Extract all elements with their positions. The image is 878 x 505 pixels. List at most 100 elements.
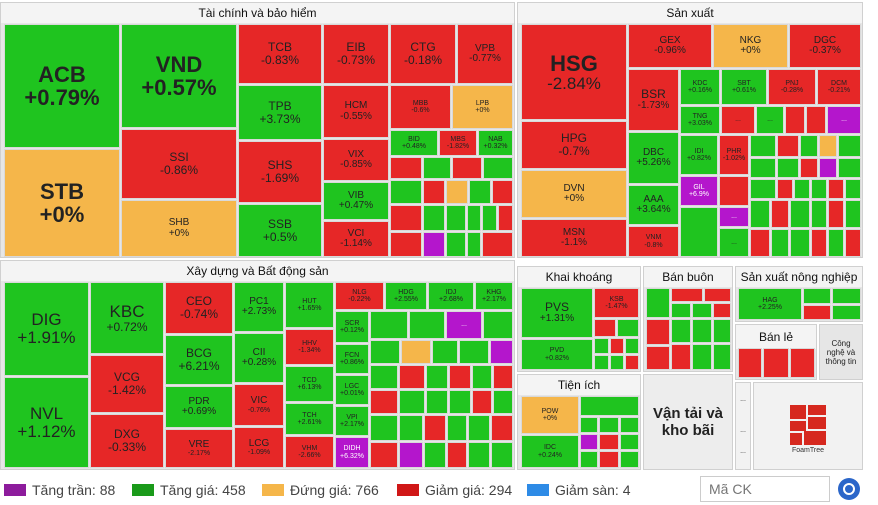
stock-tile[interactable] (468, 442, 490, 468)
stock-tile[interactable] (610, 338, 624, 354)
stock-tile[interactable] (646, 288, 670, 318)
stock-tile[interactable] (490, 340, 513, 364)
stock-tile-hcm[interactable]: HCM -0.55% (323, 85, 389, 138)
stock-tile[interactable] (819, 158, 837, 178)
stock-tile-tng[interactable]: TNG +3.03% (680, 106, 720, 134)
stock-tile[interactable] (580, 434, 598, 450)
stock-tile-lpb[interactable]: LPB +0% (452, 85, 513, 129)
stock-tile[interactable] (399, 365, 425, 389)
stock-tile-pc1[interactable]: PC1 +2.73% (234, 282, 284, 332)
stock-tile-nvl[interactable]: NVL +1.12% (4, 377, 89, 468)
stock-tile-kbc[interactable]: KBC +0.72% (90, 282, 164, 354)
stock-tile-sbt[interactable]: SBT +0.61% (721, 69, 767, 105)
stock-tile[interactable] (423, 157, 451, 179)
stock-tile-hhv[interactable]: HHV -1.34% (285, 329, 334, 365)
stock-tile[interactable] (671, 319, 691, 343)
stock-tile-kdc[interactable]: KDC +0.16% (680, 69, 720, 105)
stock-tile[interactable] (620, 434, 639, 450)
overflow-indicator[interactable]: ... (740, 396, 746, 404)
stock-tile[interactable] (491, 442, 513, 468)
stock-tile[interactable] (794, 179, 810, 199)
stock-tile-idj[interactable]: IDJ +2.68% (428, 282, 474, 310)
stock-tile-vic[interactable]: VIC -0.76% (234, 384, 284, 426)
stock-tile-vib[interactable]: VIB +0.47% (323, 182, 389, 220)
stock-tile[interactable] (790, 348, 815, 378)
stock-tile-overflow[interactable]: ... (721, 106, 755, 134)
stock-tile[interactable] (811, 179, 827, 199)
stock-tile[interactable] (599, 434, 619, 450)
stock-tile[interactable] (828, 200, 844, 228)
stock-tile[interactable] (845, 200, 861, 228)
stock-tile[interactable] (646, 319, 670, 345)
stock-tile-mbb[interactable]: MBB -0.6% (390, 85, 451, 129)
stock-tile-overflow[interactable]: ... (719, 207, 749, 227)
stock-tile-ctg[interactable]: CTG -0.18% (390, 24, 456, 84)
stock-tile[interactable] (390, 157, 422, 179)
stock-tile[interactable] (472, 365, 492, 389)
stock-tile-ssi[interactable]: SSI -0.86% (121, 129, 237, 199)
stock-tile-didh[interactable]: DIDH +6.32% (335, 437, 369, 468)
stock-tile[interactable] (426, 390, 448, 414)
stock-tile[interactable] (370, 390, 398, 414)
stock-tile[interactable] (370, 340, 400, 364)
stock-tile[interactable] (800, 135, 818, 157)
stock-tile[interactable] (594, 319, 616, 337)
stock-tile-khg[interactable]: KHG +2.17% (475, 282, 513, 310)
stock-tile-stb[interactable]: STB +0% (4, 149, 120, 257)
stock-tile[interactable] (423, 232, 445, 257)
overflow-indicator[interactable]: ... (740, 427, 746, 435)
stock-tile[interactable] (646, 346, 670, 370)
stock-tile[interactable] (467, 205, 481, 231)
stock-tile[interactable] (580, 417, 598, 433)
stock-tile-tcd[interactable]: TCD +6.13% (285, 366, 334, 402)
stock-tile[interactable] (750, 158, 776, 178)
stock-tile-hut[interactable]: HUT +1.65% (285, 282, 334, 328)
globe-icon[interactable] (838, 478, 860, 500)
stock-tile-bid[interactable]: BID +0.48% (390, 130, 438, 156)
stock-tile[interactable] (472, 390, 492, 414)
stock-tile[interactable] (370, 442, 398, 468)
stock-tile[interactable] (401, 340, 431, 364)
stock-tile[interactable] (671, 303, 691, 318)
stock-tile[interactable] (692, 303, 712, 318)
stock-tile[interactable] (449, 365, 471, 389)
stock-tile[interactable] (620, 451, 639, 468)
stock-tile[interactable] (399, 442, 423, 468)
stock-tile-nlg[interactable]: NLG -0.22% (335, 282, 384, 310)
stock-tile-msn[interactable]: MSN -1.1% (521, 219, 627, 257)
stock-tile-bsr[interactable]: BSR -1.73% (628, 69, 679, 131)
stock-tile-vci[interactable]: VCI -1.14% (323, 221, 389, 257)
stock-tile-tch[interactable]: TCH +2.61% (285, 403, 334, 435)
stock-tile[interactable] (800, 158, 818, 178)
stock-tile[interactable] (447, 442, 467, 468)
stock-tile[interactable] (777, 179, 793, 199)
sector-tech[interactable]: Công nghệ và thông tin (819, 324, 863, 380)
stock-tile[interactable] (390, 180, 422, 204)
stock-tile[interactable] (832, 305, 861, 320)
stock-tile[interactable] (449, 390, 471, 414)
stock-tile[interactable] (617, 319, 639, 337)
stock-tile[interactable] (680, 207, 718, 257)
stock-tile[interactable] (446, 232, 466, 257)
stock-tile[interactable] (482, 232, 513, 257)
stock-tile-tpb[interactable]: TPB +3.73% (238, 85, 322, 140)
stock-tile[interactable] (785, 106, 805, 134)
stock-tile-pdr[interactable]: PDR +0.69% (165, 386, 233, 428)
stock-tile[interactable] (610, 355, 624, 370)
stock-tile[interactable] (719, 176, 749, 206)
stock-tile-bcg[interactable]: BCG +6.21% (165, 335, 233, 385)
stock-tile-overflow[interactable]: ... (719, 228, 749, 257)
stock-tile-vnm[interactable]: VNM -0.8% (628, 226, 679, 257)
stock-tile[interactable] (370, 415, 398, 441)
stock-tile[interactable] (838, 158, 861, 178)
stock-tile-aaa[interactable]: AAA +3.64% (628, 185, 679, 225)
stock-tile-hag[interactable]: HAG +2.25% (738, 288, 802, 320)
stock-tile-vpi[interactable]: VPI +2.17% (335, 406, 369, 436)
stock-tile[interactable] (426, 365, 448, 389)
stock-tile[interactable] (482, 205, 497, 231)
stock-tile-gil[interactable]: GIL +6.9% (680, 176, 718, 206)
overflow-indicator[interactable]: ... (740, 448, 746, 456)
stock-tile[interactable] (498, 205, 513, 231)
stock-tile-dig[interactable]: DIG +1.91% (4, 282, 89, 376)
stock-tile[interactable] (750, 200, 770, 228)
